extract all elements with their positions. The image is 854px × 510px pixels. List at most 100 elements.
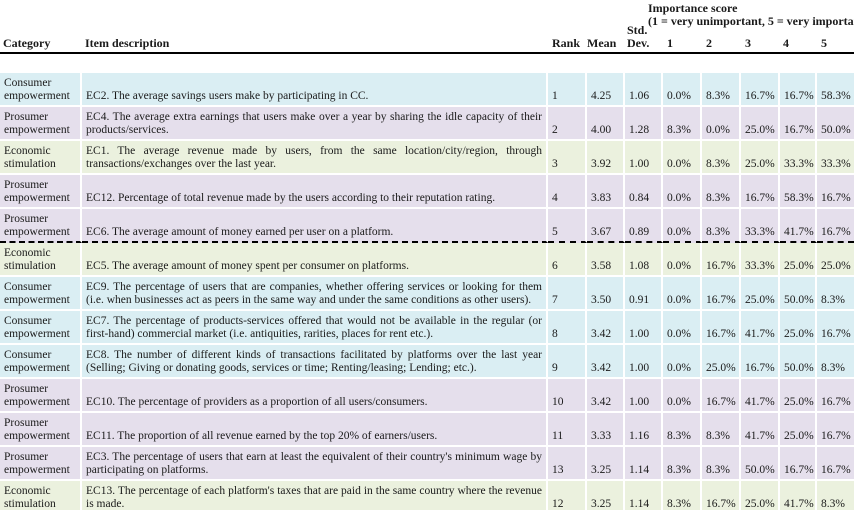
score-cell: 0.0% — [702, 107, 741, 141]
table-row: Prosumer empowerment EC11. The proportion… — [0, 413, 854, 447]
mean-cell: 3.42 — [587, 379, 625, 413]
rank-cell: 12 — [548, 481, 587, 510]
category-cell: Prosumer empowerment — [0, 175, 82, 209]
category-cell: Economic stimulation — [0, 141, 82, 175]
score-cell: 0.0% — [663, 311, 702, 345]
score-cell: 0.0% — [663, 345, 702, 379]
std-dev-cell: 0.91 — [625, 277, 663, 311]
score-cell: 25.0% — [817, 243, 854, 277]
std-dev-cell: 1.28 — [625, 107, 663, 141]
description-cell: EC10. The percentage of providers as a p… — [82, 379, 548, 413]
score-cell: 0.0% — [663, 277, 702, 311]
score-cell: 50.0% — [780, 345, 817, 379]
importance-score-title: Importance score — [648, 1, 738, 15]
score-cell: 0.0% — [663, 209, 702, 243]
table-row: Consumer empowerment EC7. The percentage … — [0, 311, 854, 345]
column-header-category: Category — [3, 36, 51, 50]
score-cell: 0.0% — [663, 73, 702, 107]
score-cell: 16.7% — [817, 447, 854, 481]
column-header-score-3: 3 — [745, 36, 751, 50]
std-dev-cell: 0.89 — [625, 209, 663, 243]
score-cell: 16.7% — [702, 311, 741, 345]
mean-cell: 3.25 — [587, 447, 625, 481]
mean-cell: 4.00 — [587, 107, 625, 141]
score-cell: 33.3% — [817, 141, 854, 175]
score-cell: 0.0% — [663, 243, 702, 277]
score-cell: 25.0% — [780, 379, 817, 413]
description-cell: EC8. The number of different kinds of tr… — [82, 345, 548, 379]
rank-cell: 11 — [548, 413, 587, 447]
category-cell: Prosumer empowerment — [0, 447, 82, 481]
rank-cell: 5 — [548, 209, 587, 243]
category-cell: Prosumer empowerment — [0, 209, 82, 243]
score-cell: 8.3% — [702, 413, 741, 447]
score-cell: 25.0% — [702, 345, 741, 379]
score-cell: 41.7% — [780, 209, 817, 243]
score-cell: 0.0% — [663, 379, 702, 413]
category-cell: Consumer empowerment — [0, 311, 82, 345]
rank-cell: 2 — [548, 107, 587, 141]
score-cell: 16.7% — [702, 481, 741, 510]
category-cell: Prosumer empowerment — [0, 413, 82, 447]
score-cell: 41.7% — [741, 311, 780, 345]
std-dev-cell: 1.00 — [625, 141, 663, 175]
category-cell: Consumer empowerment — [0, 277, 82, 311]
header-rule — [0, 52, 854, 54]
category-cell: Economic stimulation — [0, 243, 82, 277]
table-row: Prosumer empowerment EC3. The percentage … — [0, 447, 854, 481]
score-cell: 16.7% — [780, 447, 817, 481]
description-cell: EC4. The average extra earnings that use… — [82, 107, 548, 141]
column-header-score-1: 1 — [667, 36, 673, 50]
score-cell: 8.3% — [663, 107, 702, 141]
table-header: Importance score (1 = very unimportant, … — [0, 0, 854, 73]
score-cell: 8.3% — [702, 73, 741, 107]
mean-cell: 3.42 — [587, 345, 625, 379]
score-cell: 16.7% — [780, 107, 817, 141]
table-row: Prosumer empowerment EC12. Percentage of … — [0, 175, 854, 209]
score-cell: 0.0% — [663, 141, 702, 175]
table-row: Prosumer empowerment EC4. The average ext… — [0, 107, 854, 141]
score-cell: 8.3% — [663, 413, 702, 447]
rank-cell: 8 — [548, 311, 587, 345]
rank-cell: 3 — [548, 141, 587, 175]
rank-cell: 10 — [548, 379, 587, 413]
score-cell: 41.7% — [780, 481, 817, 510]
table-row: Consumer empowerment EC8. The number of d… — [0, 345, 854, 379]
column-header-rank: Rank — [552, 36, 581, 50]
description-cell: EC9. The percentage of users that are co… — [82, 277, 548, 311]
score-cell: 8.3% — [702, 175, 741, 209]
column-header-item-description: Item description — [85, 36, 170, 50]
std-dev-cell: 1.00 — [625, 345, 663, 379]
table-row: Consumer empowerment EC2. The average sav… — [0, 73, 854, 107]
score-cell: 33.3% — [741, 209, 780, 243]
score-cell: 0.0% — [663, 175, 702, 209]
score-cell: 25.0% — [741, 107, 780, 141]
score-cell: 8.3% — [702, 447, 741, 481]
score-cell: 8.3% — [817, 481, 854, 510]
mean-cell: 3.25 — [587, 481, 625, 510]
table-row: Economic stimulation EC5. The average amo… — [0, 243, 854, 277]
mean-cell: 3.83 — [587, 175, 625, 209]
description-cell: EC5. The average amount of money spent p… — [82, 243, 548, 277]
mean-cell: 3.67 — [587, 209, 625, 243]
table-row: Prosumer empowerment EC10. The percentage… — [0, 379, 854, 413]
mean-cell: 4.25 — [587, 73, 625, 107]
score-cell: 50.0% — [817, 107, 854, 141]
score-cell: 41.7% — [741, 379, 780, 413]
rank-cell: 7 — [548, 277, 587, 311]
category-cell: Economic stimulation — [0, 481, 82, 510]
score-cell: 58.3% — [817, 73, 854, 107]
std-dev-cell: 1.00 — [625, 311, 663, 345]
description-cell: EC12. Percentage of total revenue made b… — [82, 175, 548, 209]
score-cell: 16.7% — [817, 175, 854, 209]
table-row: Prosumer empowerment EC6. The average amo… — [0, 209, 854, 243]
mean-cell: 3.92 — [587, 141, 625, 175]
mean-cell: 3.50 — [587, 277, 625, 311]
std-dev-cell: 1.08 — [625, 243, 663, 277]
description-cell: EC7. The percentage of products-services… — [82, 311, 548, 345]
column-header-std-dev: Std. Dev. — [627, 24, 649, 50]
column-header-mean: Mean — [587, 36, 617, 50]
score-cell: 33.3% — [780, 141, 817, 175]
score-cell: 50.0% — [780, 277, 817, 311]
